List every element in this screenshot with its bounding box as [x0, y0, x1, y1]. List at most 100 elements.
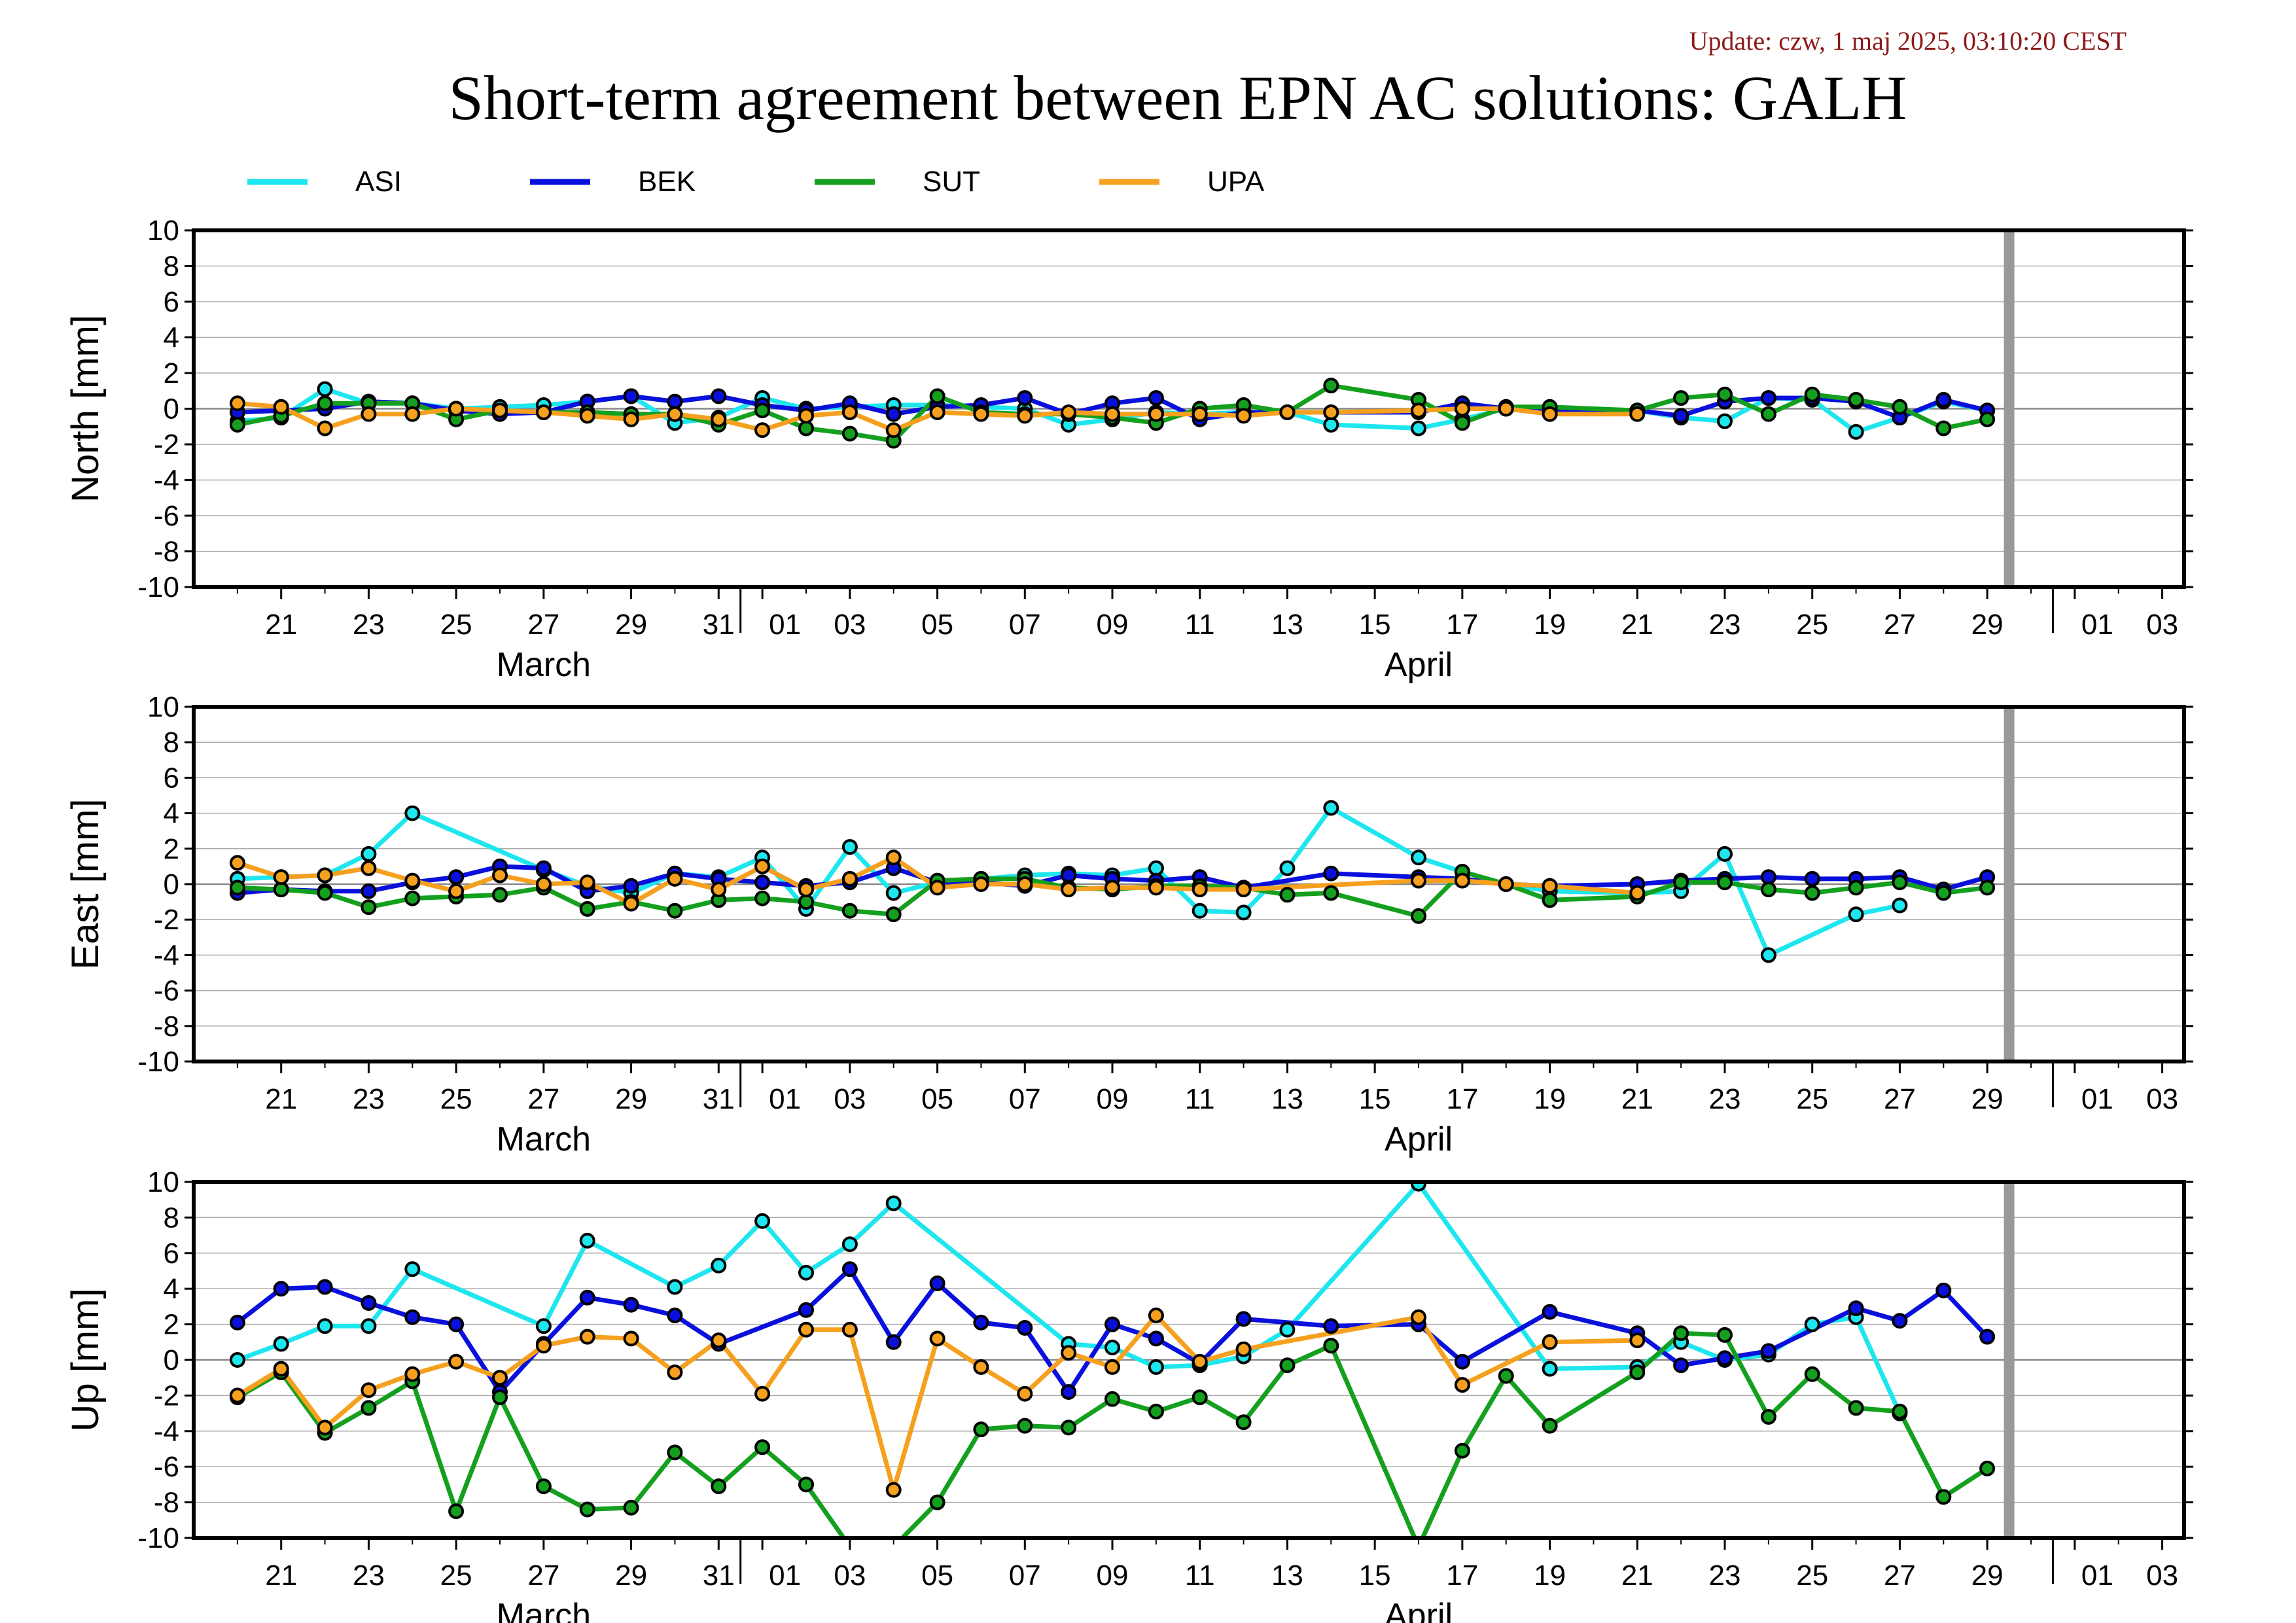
x-tick-label: 25 [1796, 1560, 1828, 1592]
data-point-bek [885, 406, 902, 422]
data-point-upa [1017, 408, 1033, 424]
data-point-upa [229, 395, 245, 412]
y-tick-label: -4 [154, 939, 179, 971]
data-point-sut [1892, 874, 1908, 891]
y-tick-label: 6 [164, 286, 179, 318]
x-tick-label: 03 [834, 609, 866, 641]
x-tick-label: 01 [2081, 609, 2113, 641]
x-tick-label: 11 [1185, 1083, 1215, 1115]
y-tick-label: 4 [164, 1273, 179, 1305]
x-tick-label: 25 [440, 1560, 472, 1592]
data-point-asi [798, 1264, 814, 1281]
x-tick-label: 25 [440, 1083, 472, 1115]
y-tick-label: -10 [137, 1046, 179, 1078]
data-point-upa [885, 1482, 902, 1498]
data-point-upa [711, 1332, 727, 1349]
data-point-bek [361, 1295, 377, 1311]
data-point-upa [667, 870, 683, 887]
x-tick-label: 27 [527, 1560, 559, 1592]
data-point-upa [885, 849, 902, 866]
data-point-asi [885, 1195, 902, 1211]
y-tick-label: 0 [164, 1344, 179, 1376]
data-point-sut [1717, 874, 1733, 891]
data-point-upa [492, 1370, 508, 1386]
data-point-bek [885, 1334, 902, 1350]
data-point-upa [361, 1382, 377, 1399]
data-point-upa [754, 422, 771, 438]
data-point-upa [929, 1330, 945, 1347]
x-tick-label: 05 [921, 609, 953, 641]
panel-frame [192, 705, 2186, 1063]
data-point-upa [229, 1387, 245, 1404]
data-point-bek [448, 1316, 465, 1332]
data-point-sut [579, 901, 595, 917]
x-tick-label: 29 [615, 609, 647, 641]
data-point-upa [754, 858, 771, 874]
data-point-bek [1935, 391, 1952, 408]
x-tick-label: 27 [1884, 609, 1916, 641]
data-point-bek [535, 860, 552, 876]
data-point-upa [404, 872, 421, 889]
x-tick-label: 29 [1971, 609, 2004, 641]
data-point-asi [361, 1318, 377, 1334]
x-tick-label: 05 [921, 1083, 953, 1115]
data-point-bek [361, 883, 377, 899]
data-point-upa [1454, 401, 1470, 417]
data-point-bek [1760, 390, 1776, 406]
data-point-upa [973, 1359, 989, 1375]
data-point-upa [317, 867, 333, 883]
x-tick-label: 29 [1971, 1083, 2004, 1115]
x-tick-label: 21 [1621, 1560, 1653, 1592]
data-point-asi [1804, 1316, 1820, 1332]
x-tick-label: 15 [1359, 609, 1391, 641]
y-axis-label: Up [mm] [64, 1288, 107, 1431]
y-tick-label: -4 [154, 465, 179, 497]
data-point-sut [317, 395, 333, 412]
data-point-upa [754, 1385, 771, 1402]
data-point-sut [1673, 390, 1689, 406]
data-point-bek [1804, 870, 1820, 887]
y-tick-label: 0 [164, 393, 179, 425]
data-point-upa [711, 882, 727, 898]
data-point-upa [1192, 406, 1208, 422]
x-tick-label: 21 [1621, 609, 1653, 641]
data-point-upa [1235, 882, 1252, 898]
data-point-bek [667, 393, 683, 410]
x-tick-label: 13 [1271, 1083, 1303, 1115]
x-tick-label: 01 [769, 1083, 801, 1115]
data-point-sut [1979, 1460, 1996, 1476]
data-point-asi [1717, 846, 1733, 862]
data-point-upa [1104, 1359, 1120, 1375]
y-tick-label: 2 [164, 357, 179, 389]
data-point-asi [841, 839, 858, 855]
y-tick-label: -2 [154, 904, 179, 936]
data-point-sut [1017, 1418, 1033, 1434]
update-timestamp: Update: czw, 1 maj 2025, 03:10:20 CEST [1689, 26, 2127, 56]
y-tick-label: -10 [137, 1522, 179, 1554]
data-point-sut [1848, 391, 1864, 408]
x-tick-label: 11 [1185, 609, 1215, 641]
series-line-upa [236, 1313, 1638, 1493]
data-point-asi [1892, 897, 1908, 914]
y-tick-label: 0 [164, 868, 179, 901]
legend-label-bek: BEK [638, 166, 696, 198]
x-tick-label: 03 [834, 1560, 866, 1592]
legend-label-upa: UPA [1207, 166, 1265, 198]
data-point-upa [973, 876, 989, 892]
plot-area [229, 1182, 1996, 1538]
data-point-sut [1673, 1325, 1689, 1342]
data-point-upa [1061, 882, 1077, 898]
data-point-upa [361, 860, 377, 876]
data-point-sut [1454, 415, 1470, 431]
legend-label-sut: SUT [923, 166, 980, 198]
data-point-upa [1454, 872, 1470, 889]
data-point-sut [1760, 406, 1776, 422]
data-point-upa [1629, 406, 1646, 422]
data-point-asi [1323, 800, 1339, 816]
data-point-sut [1717, 386, 1733, 402]
data-point-upa [623, 1330, 639, 1347]
data-point-asi [667, 1279, 683, 1295]
data-point-sut [885, 906, 902, 923]
